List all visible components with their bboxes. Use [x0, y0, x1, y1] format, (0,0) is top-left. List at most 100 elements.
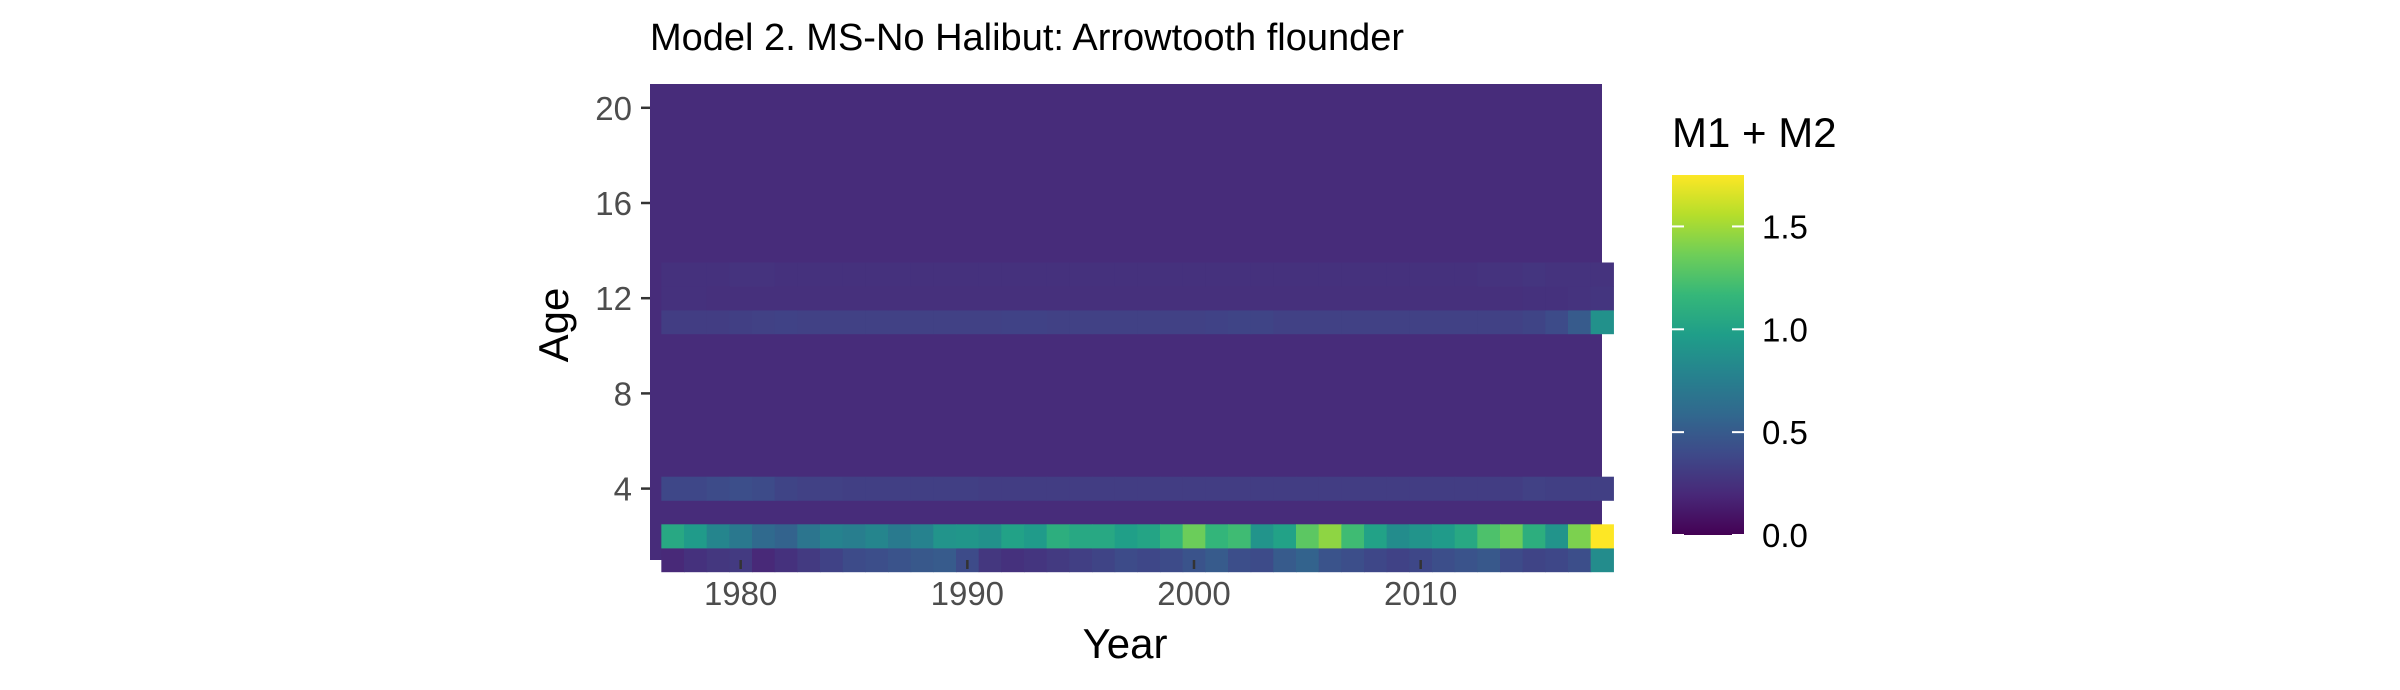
heatmap-cell	[1182, 476, 1206, 501]
heatmap-cell	[1500, 262, 1524, 287]
heatmap-cell	[1205, 286, 1229, 311]
heatmap-cell	[1522, 286, 1546, 311]
legend-tick-label: 1.0	[1762, 311, 1808, 348]
color-legend: M1 + M2 0.0 0.5 1.0 1.5	[1672, 109, 1837, 554]
heatmap-cell	[1114, 286, 1138, 311]
heatmap-cell	[729, 476, 753, 501]
heatmap-cell	[888, 476, 912, 501]
heatmap-cell	[752, 548, 776, 573]
heatmap-cell	[1182, 524, 1206, 549]
chart-title: Model 2. MS-No Halibut: Arrowtooth floun…	[650, 17, 1404, 59]
y-axis: 4 8 12 16 20	[595, 90, 650, 508]
heatmap-cell	[1454, 310, 1478, 335]
heatmap-cell	[1228, 548, 1252, 573]
x-tick-label: 1980	[704, 575, 777, 612]
heatmap-cell	[729, 262, 753, 287]
heatmap-cell	[842, 476, 866, 501]
heatmap-cell	[1046, 262, 1070, 287]
heatmap-cell	[1205, 548, 1229, 573]
heatmap-cell	[1522, 524, 1546, 549]
heatmap-cell	[1409, 262, 1433, 287]
heatmap-cell	[1069, 524, 1093, 549]
heatmap-cell	[956, 310, 980, 335]
heatmap-cell	[706, 476, 730, 501]
heatmap-cell	[842, 548, 866, 573]
heatmap-cell	[661, 476, 685, 501]
heatmap-cell	[1092, 476, 1116, 501]
heatmap-cell	[1590, 310, 1614, 335]
heatmap-cell	[1114, 548, 1138, 573]
heatmap-cell	[910, 476, 934, 501]
heatmap-cell	[774, 286, 798, 311]
heatmap-cell	[1114, 476, 1138, 501]
heatmap-cell	[706, 286, 730, 311]
heatmap-cell	[706, 524, 730, 549]
colorbar	[1672, 175, 1744, 535]
heatmap-cell	[1432, 310, 1456, 335]
heatmap-cell	[1160, 524, 1184, 549]
heatmap-cell	[1341, 286, 1365, 311]
heatmap-cell	[1228, 476, 1252, 501]
heatmap-cell	[865, 262, 889, 287]
heatmap-cell	[933, 286, 957, 311]
heatmap-cell	[1386, 310, 1410, 335]
heatmap-cell	[661, 262, 685, 287]
heatmap-cell	[1182, 262, 1206, 287]
heatmap-cell	[1273, 286, 1297, 311]
heatmap-cell	[1024, 524, 1048, 549]
heatmap-cell	[1568, 310, 1592, 335]
legend-tick-label: 0.5	[1762, 414, 1808, 451]
heatmap-cell	[1205, 524, 1229, 549]
heatmap-cell	[1024, 548, 1048, 573]
x-tick-label: 2000	[1157, 575, 1230, 612]
heatmap-cell	[1137, 286, 1161, 311]
heatmap-cell	[978, 310, 1002, 335]
heatmap-cell	[820, 262, 844, 287]
y-tick-label: 16	[595, 185, 632, 222]
heatmap-cell	[706, 262, 730, 287]
heatmap-cell	[1318, 310, 1342, 335]
heatmap-cell	[752, 524, 776, 549]
heatmap-cell	[1250, 548, 1274, 573]
heatmap-cell	[865, 548, 889, 573]
heatmap-cell	[1160, 310, 1184, 335]
heatmap-cell	[865, 286, 889, 311]
heatmap-cell	[1522, 310, 1546, 335]
x-tick-label: 2010	[1384, 575, 1457, 612]
heatmap-cell	[1001, 310, 1025, 335]
heatmap-cell	[1522, 262, 1546, 287]
heatmap-cell	[1205, 476, 1229, 501]
heatmap-cell	[1454, 548, 1478, 573]
heatmap-cell	[978, 476, 1002, 501]
heatmap-cell	[774, 310, 798, 335]
heatmap-cell	[1364, 262, 1388, 287]
heatmap-cell	[1092, 524, 1116, 549]
heatmap-cell	[1137, 548, 1161, 573]
heatmap-cell	[1160, 286, 1184, 311]
heatmap-cell	[1160, 476, 1184, 501]
heatmap-cell	[1432, 524, 1456, 549]
heatmap-cell	[1590, 286, 1614, 311]
heatmap-cell	[1273, 262, 1297, 287]
heatmap-cell	[1069, 286, 1093, 311]
heatmap-cell	[684, 310, 708, 335]
heatmap-cell	[910, 524, 934, 549]
x-tick-label: 1990	[931, 575, 1004, 612]
heatmap-cell	[1092, 286, 1116, 311]
heatmap-cell	[684, 548, 708, 573]
heatmap-cell	[1568, 286, 1592, 311]
heatmap-cell	[820, 310, 844, 335]
heatmap-cell	[978, 286, 1002, 311]
heatmap-cell	[1590, 262, 1614, 287]
heatmap-cell	[1318, 286, 1342, 311]
heatmap-cell	[1500, 286, 1524, 311]
y-tick-label: 8	[614, 375, 632, 412]
heatmap-cell	[1001, 548, 1025, 573]
heatmap-cell	[1092, 310, 1116, 335]
heatmap-cell	[1409, 476, 1433, 501]
heatmap-cell	[661, 286, 685, 311]
heatmap-cell	[774, 524, 798, 549]
heatmap-cell	[1364, 310, 1388, 335]
heatmap-cell	[1137, 524, 1161, 549]
